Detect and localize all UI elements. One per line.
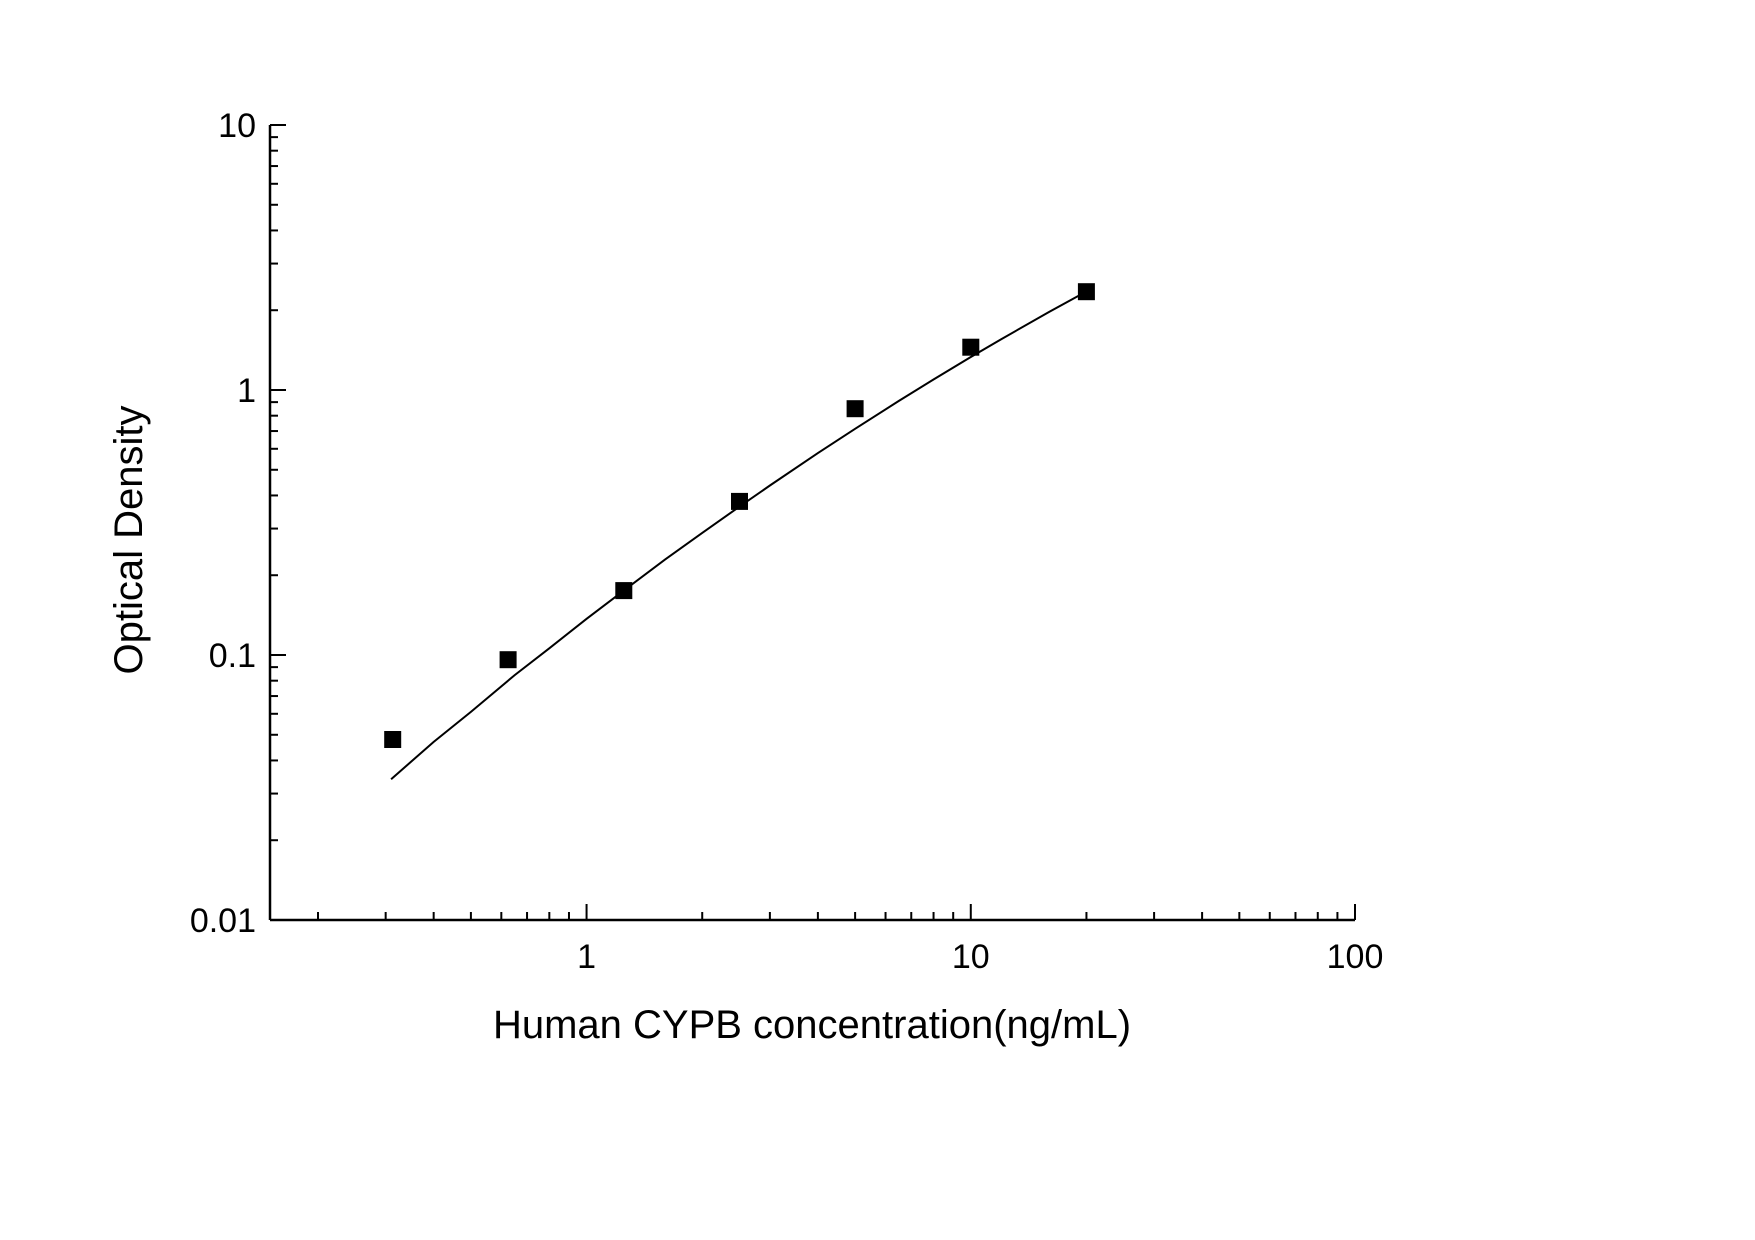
fit-curve [390, 290, 1087, 780]
x-tick-label: 1 [577, 938, 596, 976]
y-tick-label: 10 [218, 107, 256, 145]
x-tick-label: 100 [1327, 938, 1384, 976]
x-axis-title: Human CYPB concentration(ng/mL) [493, 1003, 1131, 1047]
y-tick-label: 1 [237, 372, 256, 410]
x-tick-label: 10 [952, 938, 990, 976]
y-axis-title: Optical Density [107, 406, 151, 675]
y-tick-label: 0.01 [190, 902, 256, 940]
data-point-marker [962, 338, 980, 356]
data-series [384, 283, 1095, 780]
data-point-marker [731, 492, 748, 510]
data-point-marker [499, 651, 517, 669]
data-point-marker [384, 731, 402, 748]
data-point-marker [846, 400, 864, 418]
data-point-marker [615, 582, 633, 600]
data-point-marker [1077, 283, 1095, 301]
y-tick-label: 0.1 [209, 637, 256, 675]
axes: 1 10 100 0.01 0.1 1 10 [190, 107, 1384, 976]
